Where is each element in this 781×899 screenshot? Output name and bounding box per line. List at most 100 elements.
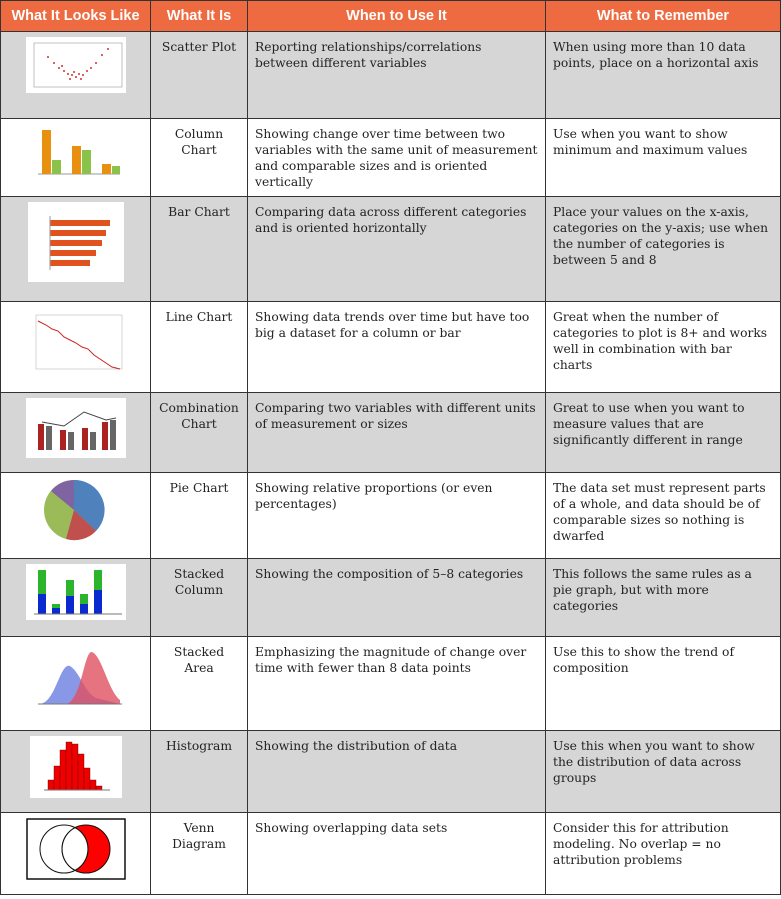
thumbnail-shape — [106, 48, 109, 50]
table-row: Stacked Area Emphasizing the magnitude of… — [0, 636, 781, 731]
chart-type: Combination Chart — [150, 392, 248, 473]
thumbnail-shape — [41, 130, 51, 174]
what-to-remember: When using more than 10 data points, pla… — [545, 31, 781, 119]
table-row: Scatter Plot Reporting relationships/corr… — [0, 31, 781, 119]
what-to-remember: Use this to show the trend of compositio… — [545, 636, 781, 731]
thumbnail-cell — [0, 392, 151, 473]
thumbnail-cell — [0, 472, 151, 559]
when-to-use: Showing the composition of 5–8 categorie… — [247, 558, 546, 637]
thumbnail-shape — [53, 765, 60, 791]
what-to-remember: Great to use when you want to measure va… — [545, 392, 781, 473]
thumbnail-shape — [59, 749, 66, 791]
thumbnail-shape — [47, 741, 102, 791]
thumbnail-shape — [71, 146, 81, 174]
thumbnail-shape — [49, 220, 110, 226]
header-cell: What It Is — [150, 0, 248, 32]
what-to-remember: Place your values on the x-axis, categor… — [545, 196, 781, 302]
thumbnail-shape — [37, 594, 46, 614]
table-row: Combination Chart Comparing two variables… — [0, 392, 781, 473]
thumbnail-shape — [51, 604, 60, 608]
thumbnail-shape — [65, 596, 74, 614]
thumbnail-shape — [81, 74, 84, 76]
thumbnail-shape — [60, 65, 63, 67]
when-to-use: Showing overlapping data sets — [247, 812, 546, 895]
thumbnail-shape — [70, 74, 73, 76]
thumbnail-shape — [59, 430, 66, 450]
thumbnail-shape — [41, 411, 116, 427]
thumbnail-shape — [33, 42, 122, 88]
thumbnail-shape — [49, 250, 96, 256]
thumbnail-shape — [109, 420, 116, 450]
thumbnail-shape — [57, 67, 60, 69]
thumbnail-shape — [35, 314, 122, 370]
when-to-use: Emphasizing the magnitude of change over… — [247, 636, 546, 731]
chart-type: Stacked Area — [150, 636, 248, 731]
thumbnail-shape — [100, 54, 103, 56]
thumbnail-shape — [46, 56, 49, 58]
what-to-remember: Great when the number of categories to p… — [545, 301, 781, 393]
thumbnail-shape — [37, 424, 44, 450]
thumbnail-shape — [94, 62, 97, 64]
table-row: Venn Diagram Showing overlapping data set… — [0, 812, 781, 895]
thumbnail-shape — [65, 651, 120, 704]
thumbnail-shape — [101, 422, 108, 450]
scatter-thumb — [25, 37, 126, 93]
thumbnail-shape — [50, 480, 74, 510]
thumbnail-shape — [62, 70, 65, 72]
what-to-remember: Use when you want to show minimum and ma… — [545, 118, 781, 197]
combination-thumb — [25, 398, 126, 458]
what-to-remember: The data set must represent parts of a w… — [545, 472, 781, 559]
header-cell: What It Looks Like — [0, 0, 151, 32]
chart-type: Pie Chart — [150, 472, 248, 559]
thumbnail-shape — [89, 432, 96, 450]
thumbnail-shape — [65, 510, 96, 541]
chart-type: Stacked Column — [150, 558, 248, 637]
thumbnail-shape — [95, 785, 102, 791]
chart-type: Column Chart — [150, 118, 248, 197]
thumbnail-shape — [51, 160, 61, 174]
thumbnail-shape — [77, 753, 84, 791]
when-to-use: Comparing two variables with different u… — [247, 392, 546, 473]
thumbnail-cell — [0, 31, 151, 119]
thumbnail-shape — [111, 166, 120, 174]
thumbnail-shape — [51, 608, 60, 614]
table-row: Bar Chart Comparing data across different… — [0, 196, 781, 302]
stacked-area-thumb — [25, 642, 126, 714]
table-body: Scatter Plot Reporting relationships/corr… — [0, 31, 781, 895]
thumbnail-shape — [81, 150, 91, 174]
thumbnail-cell — [0, 636, 151, 731]
histogram-thumb — [29, 736, 122, 798]
thumbnail-cell — [0, 118, 151, 197]
thumbnail-shape — [85, 70, 88, 72]
thumbnail-cell — [0, 730, 151, 813]
chart-type: Scatter Plot — [150, 31, 248, 119]
thumbnail-shape — [49, 220, 110, 266]
when-to-use: Comparing data across different categori… — [247, 196, 546, 302]
when-to-use: Showing data trends over time but have t… — [247, 301, 546, 393]
what-to-remember: Use this when you want to show the distr… — [545, 730, 781, 813]
thumbnail-cell — [0, 812, 151, 895]
thumbnail-shape — [46, 48, 109, 80]
thumbnail-shape — [73, 479, 105, 531]
thumbnail-shape — [49, 230, 106, 236]
when-to-use: Showing change over time between two var… — [247, 118, 546, 197]
chart-type: Histogram — [150, 730, 248, 813]
when-to-use: Showing relative proportions (or even pe… — [247, 472, 546, 559]
line-thumb — [25, 307, 126, 379]
venn-thumb — [25, 818, 126, 880]
thumbnail-shape — [49, 260, 90, 266]
thumbnail-shape — [83, 767, 90, 791]
thumbnail-shape — [68, 78, 71, 80]
header-row: What It Looks Like What It Is When to Use … — [0, 0, 781, 32]
column-thumb — [27, 124, 124, 180]
thumbnail-shape — [49, 240, 102, 246]
table-row: Pie Chart Showing relative proportions (o… — [0, 472, 781, 559]
thumbnail-shape — [79, 78, 82, 80]
thumbnail-cell — [0, 196, 151, 302]
thumbnail-shape — [81, 428, 88, 450]
table-row: Stacked Column Showing the composition of… — [0, 558, 781, 637]
thumbnail-shape — [37, 570, 102, 614]
chart-type: Bar Chart — [150, 196, 248, 302]
